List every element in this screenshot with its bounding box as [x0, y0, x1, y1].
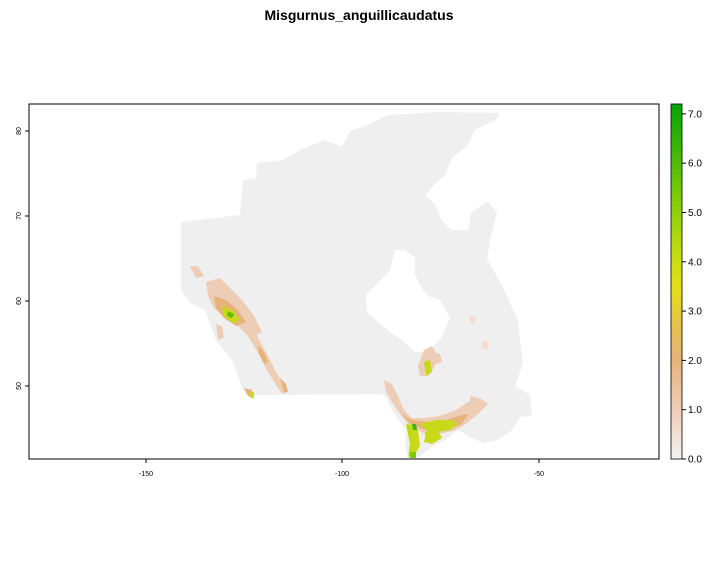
map-title: Misgurnus_anguillicaudatus: [264, 7, 454, 23]
legend-tick-label: 4.0: [688, 257, 702, 268]
x-tick-label: -150: [139, 471, 153, 478]
y-tick-label: 50: [16, 382, 23, 390]
legend: 0.0 1.0 2.0 3.0 4.0 5.0 6.0 7.0: [670, 103, 702, 466]
x-axis: -150 -100 -50: [139, 459, 544, 478]
y-axis: 50 60 70 80: [16, 127, 29, 390]
legend-tick-label: 7.0: [688, 109, 702, 120]
x-tick-label: -100: [335, 471, 349, 478]
legend-colorbar: [670, 103, 683, 460]
legend-tick-label: 2.0: [688, 356, 702, 367]
x-tick-label: -50: [534, 471, 544, 478]
y-tick-label: 80: [16, 127, 23, 135]
legend-tick-label: 3.0: [688, 307, 702, 318]
y-tick-label: 60: [16, 297, 23, 305]
suitability-raster: [190, 266, 488, 458]
y-tick-label: 70: [16, 212, 23, 220]
legend-tick-label: 6.0: [688, 159, 702, 170]
legend-tick-label: 0.0: [688, 455, 702, 466]
legend-tick-label: 5.0: [688, 208, 702, 219]
legend-tick-label: 1.0: [688, 405, 702, 416]
